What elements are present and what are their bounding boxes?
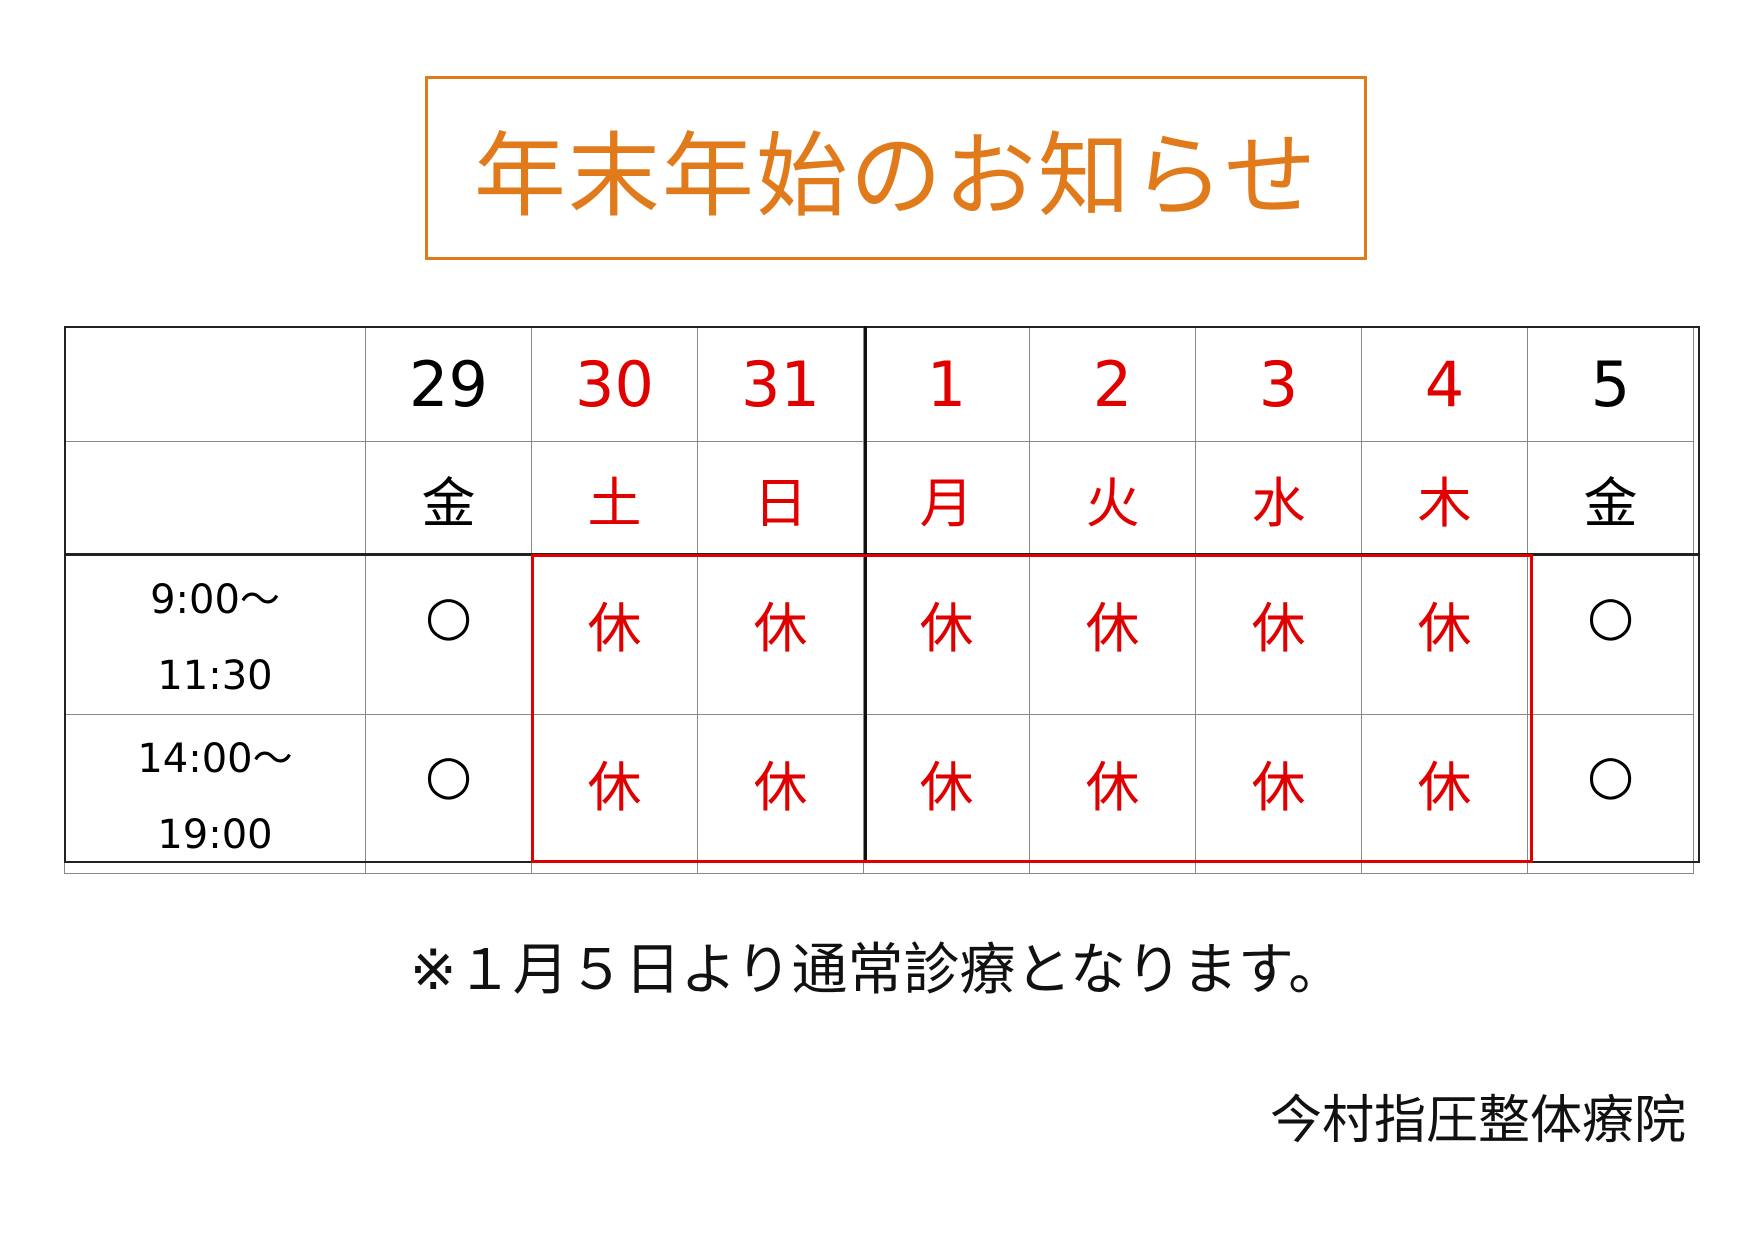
status-cell: 休 [1195,555,1362,715]
clinic-name: 今村指圧整体療院 [1269,1091,1686,1151]
weekday-cell: 木 [1361,441,1528,556]
date-cell: 30 [531,326,698,442]
weekday-row: 金土日月火水木金 [64,441,1694,556]
date-cell: 2 [1029,326,1196,442]
weekday-cell: 日 [697,441,864,556]
note: ※１月５日より通常診療となります。 [409,938,1345,1003]
date-cell: 31 [697,326,864,442]
status-cell: 休 [1361,714,1528,874]
date-cell: 29 [365,326,532,442]
morning-row: 9:00～ 11:30 ○ 休休休休休休 ○ [64,555,1694,715]
divider [64,553,1700,556]
status-cell: 休 [697,555,864,715]
weekday-cell: 月 [863,441,1030,556]
status-cell: 休 [697,714,864,874]
status-cell: ○ [1527,714,1694,874]
year-divider [864,326,867,863]
date-cell: 4 [1361,326,1528,442]
status-cell: 休 [1195,714,1362,874]
afternoon-row: 14:00～ 19:00 ○ 休休休休休休 ○ [64,714,1694,874]
date-cell: 5 [1527,326,1694,442]
status-cell: ○ [1527,555,1694,715]
status-cell: ○ [365,714,532,874]
afternoon-time: 14:00～ 19:00 [64,714,366,874]
weekday-cell: 水 [1195,441,1362,556]
status-cell: ○ [365,555,532,715]
date-cell: 1 [863,326,1030,442]
morning-time: 9:00～ 11:30 [64,555,366,715]
status-cell: 休 [1029,714,1196,874]
status-cell: 休 [1029,555,1196,715]
weekday-cell: 土 [531,441,698,556]
status-cell: 休 [531,714,698,874]
status-cell: 休 [531,555,698,715]
status-cell: 休 [863,555,1030,715]
title-box: 年末年始のお知らせ [425,76,1367,260]
date-row: 29 30 31 1 2 3 4 5 [64,326,1694,442]
schedule-table: 29 30 31 1 2 3 4 5 金土日月火水木金 9:00～ 11:30 ○ 休休休休休休 ○ … [64,326,1694,874]
weekday-cell: 金 [365,441,532,556]
weekday-cell: 金 [1527,441,1694,556]
date-cell: 3 [1195,326,1362,442]
status-cell: 休 [863,714,1030,874]
status-cell: 休 [1361,555,1528,715]
page-title: 年末年始のお知らせ [473,122,1319,230]
weekday-cell: 火 [1029,441,1196,556]
